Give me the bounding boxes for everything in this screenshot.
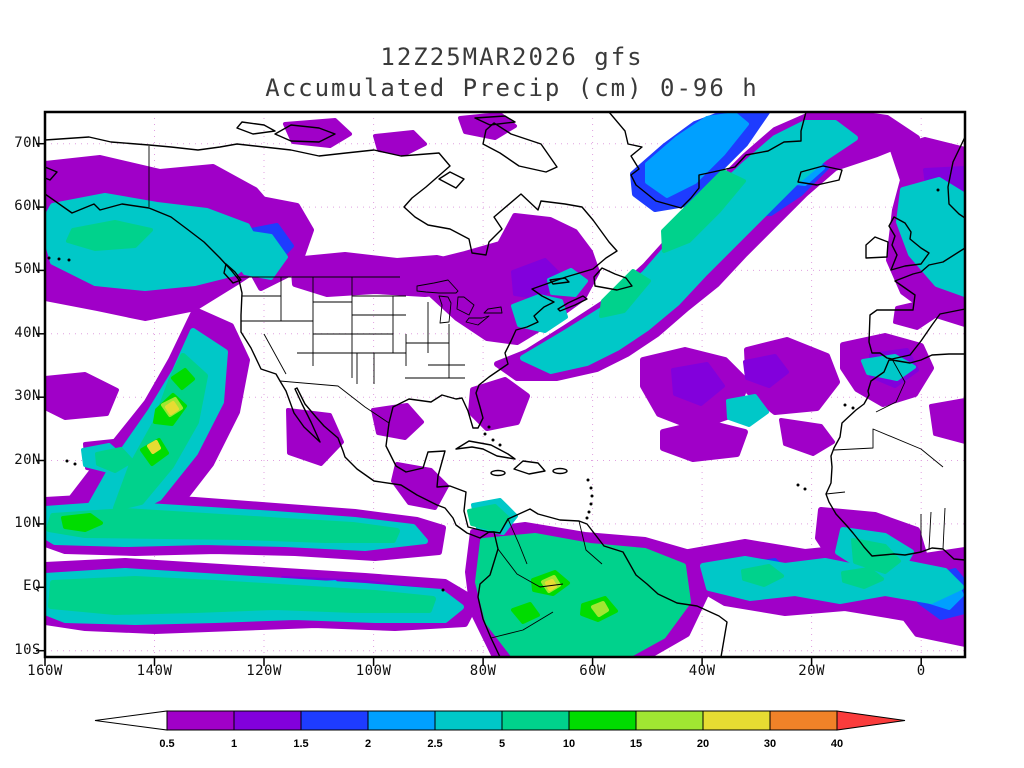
colorbar-segment [702,710,771,731]
colorbar-level-label: 2 [365,738,371,750]
colorbar-above-arrow [836,710,906,731]
precip-shading-layer [45,112,965,657]
precip-level-20-30 [147,401,557,591]
borders-layer [148,146,946,639]
map-frame [36,110,967,666]
precip-level-5-10 [46,169,901,657]
lat-tick-label: 30N [14,388,41,405]
lat-tick-label: 50N [14,261,41,278]
map-plot-area: 70N 60N 50N 40N 30N 20N 10N EQ 10S 160W 140W 120W 1… [14,110,967,679]
lat-tick-label: 20N [14,451,41,468]
lat-tick-label: 10N [14,514,41,531]
colorbar-level-label: 1 [231,738,237,750]
colorbar-segment [166,710,235,731]
lon-tick-label: 40W [688,663,716,679]
colorbar-below-arrow [94,710,168,731]
colorbar-segment [501,710,570,731]
colorbar-level-label: 0.5 [159,738,174,750]
axis-ticks [36,142,922,666]
colorbar-segment [568,710,637,731]
small-islands [47,188,940,592]
lon-tick-label: 160W [27,663,63,679]
colorbar-svg: 0.5 1 1.5 2 2.5 5 10 15 20 30 40 [94,710,906,750]
lon-tick-label: 20W [798,663,826,679]
colorbar-level-label: 1.5 [293,738,308,750]
lon-tick-label: 120W [246,663,282,679]
lat-tick-label: EQ [23,578,41,595]
lon-tick-label: 0 [916,663,926,679]
colorbar-segment [635,710,704,731]
lon-tick-label: 100W [355,663,392,679]
colorbar-level-label: 40 [831,738,843,750]
lon-tick-label: 140W [136,663,173,679]
colorbar-level-label: 15 [630,738,642,750]
colorbar-legend: 0.5 1 1.5 2 2.5 5 10 15 20 30 40 [93,709,907,753]
lat-tick-label: 10S [14,641,41,658]
colorbar-segment [233,710,302,731]
colorbar-segment [367,710,436,731]
colorbar-level-label: 20 [697,738,709,750]
colorbar-level-label: 2.5 [427,738,442,750]
colorbar-level-label: 5 [499,738,505,750]
lat-tick-label: 60N [14,198,41,215]
colorbar-level-label: 30 [764,738,776,750]
colorbar-segment [434,710,503,731]
colorbar-level-label: 10 [563,738,575,750]
colorbar-segment [769,710,838,731]
colorbar-segment [300,710,369,731]
lat-tick-label: 40N [14,324,41,341]
lat-tick-label: 70N [14,134,41,151]
lon-tick-label: 80W [469,663,497,679]
lon-tick-label: 60W [579,663,606,679]
plot-title-line1: 12Z25MAR2026 gfs [380,43,644,71]
plot-title-block: 12Z25MAR2026 gfs Accumulated Precip (cm)… [0,42,1024,104]
coastline-layer [45,112,965,657]
plot-title-line2: Accumulated Precip (cm) 0-96 h [265,74,759,102]
map-canvas [36,110,967,666]
